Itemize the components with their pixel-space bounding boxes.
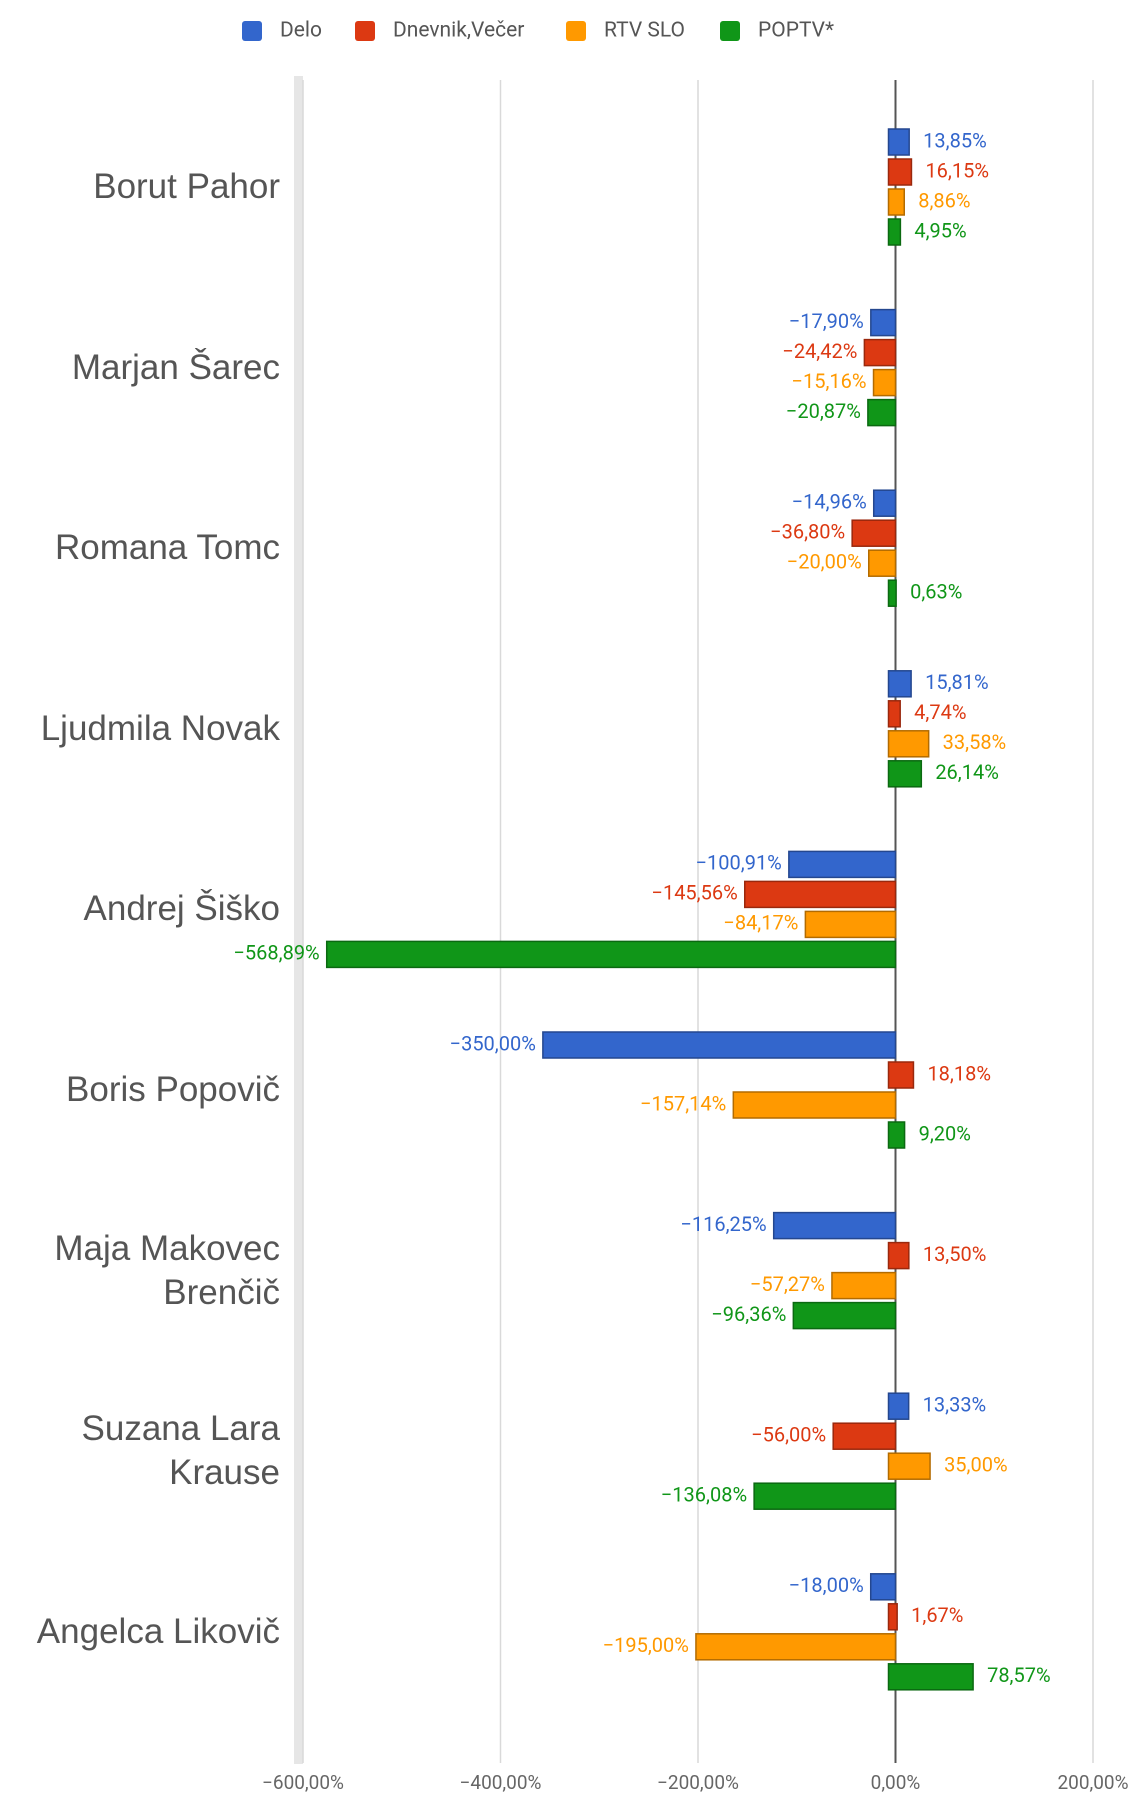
value-label: −195,00% — [603, 1633, 689, 1657]
value-label: 33,58% — [943, 730, 1007, 754]
bar — [872, 489, 897, 517]
value-label: 13,33% — [923, 1392, 987, 1416]
category-label: Maja Makovec Brenčič — [54, 1228, 280, 1312]
bar — [887, 579, 897, 607]
value-label: 1,67% — [911, 1603, 963, 1627]
category-label: Borut Pahor — [93, 167, 280, 206]
bar — [325, 940, 897, 969]
value-label: −15,16% — [792, 369, 867, 393]
value-label: 35,00% — [944, 1452, 1008, 1476]
category-label: Boris Popovič — [66, 1070, 280, 1109]
value-label: −18,00% — [789, 1573, 864, 1597]
legend-swatch — [720, 21, 740, 41]
bar — [887, 1061, 915, 1089]
value-label: 16,15% — [925, 158, 989, 182]
bar — [851, 519, 897, 547]
bar — [887, 1241, 910, 1270]
legend-label: Delo — [280, 19, 322, 43]
x-tick-label: −200,00% — [657, 1771, 739, 1794]
bar — [887, 188, 905, 216]
value-label: −157,14% — [640, 1091, 726, 1115]
category-label: Suzana Lara Krause — [81, 1409, 280, 1493]
value-label: −14,96% — [792, 489, 867, 513]
bar — [887, 730, 930, 758]
value-label: 8,86% — [918, 188, 970, 212]
value-label: −20,00% — [787, 549, 862, 573]
bar — [887, 1121, 906, 1149]
value-label: 78,57% — [987, 1663, 1051, 1687]
legend-swatch — [355, 21, 375, 41]
value-label: −84,17% — [723, 911, 798, 935]
value-label: 9,20% — [919, 1121, 971, 1145]
value-label: 13,85% — [923, 128, 987, 152]
bar — [887, 218, 902, 246]
value-label: −145,56% — [652, 881, 738, 905]
value-label: 4,74% — [914, 700, 966, 724]
legend-swatch — [242, 21, 262, 41]
value-label: −56,00% — [751, 1422, 826, 1446]
x-tick-label: 0,00% — [871, 1771, 921, 1794]
value-label: −17,90% — [789, 309, 864, 333]
bar — [870, 308, 897, 337]
category-label: Ljudmila Novak — [40, 708, 280, 748]
value-label: 26,14% — [935, 760, 999, 784]
bar — [831, 1271, 897, 1300]
bar — [887, 700, 901, 728]
category-label: Angelca Likovič — [36, 1611, 280, 1651]
bar — [887, 1663, 974, 1691]
bar — [863, 338, 897, 367]
bar — [872, 368, 897, 397]
category-label: Romana Tomc — [54, 528, 280, 568]
value-label: −116,25% — [680, 1212, 766, 1236]
value-label: 15,81% — [925, 670, 989, 694]
value-label: −20,87% — [786, 399, 861, 423]
value-label: −24,42% — [782, 339, 857, 363]
value-label: −136,08% — [661, 1482, 747, 1506]
value-label: −350,00% — [450, 1031, 536, 1055]
bar — [788, 850, 897, 879]
value-label: −57,27% — [750, 1272, 825, 1296]
value-label: −568,89% — [233, 941, 319, 965]
bar — [804, 910, 897, 939]
x-tick-label: −600,00% — [262, 1771, 344, 1794]
chart-wall — [294, 76, 303, 1764]
value-label: −36,80% — [770, 519, 845, 543]
value-label: 4,95% — [914, 218, 966, 242]
value-label: 0,63% — [910, 579, 962, 603]
bar — [887, 1603, 898, 1631]
bar — [887, 158, 913, 186]
bar — [887, 760, 923, 788]
category-label: Marjan Šarec — [71, 347, 280, 387]
value-label: 18,18% — [927, 1061, 991, 1085]
legend-label: POPTV* — [758, 19, 834, 43]
bar — [792, 1301, 897, 1330]
bar — [887, 670, 912, 698]
bar — [869, 1573, 897, 1601]
value-label: −96,36% — [711, 1302, 786, 1326]
value-label: −100,91% — [696, 851, 782, 875]
bar — [887, 1452, 931, 1480]
value-label: 13,50% — [923, 1242, 987, 1266]
bar — [753, 1482, 897, 1510]
legend-swatch — [566, 21, 586, 41]
bar — [832, 1422, 897, 1450]
bar — [732, 1091, 897, 1119]
bar — [695, 1633, 897, 1661]
bar — [887, 128, 910, 156]
x-tick-label: −400,00% — [460, 1771, 542, 1794]
legend-label: Dnevnik,Večer — [393, 19, 524, 43]
bar — [867, 398, 897, 427]
legend-label: RTV SLO — [604, 19, 685, 43]
bar — [542, 1031, 897, 1059]
category-label: Andrej Šiško — [83, 889, 280, 929]
bar — [772, 1211, 897, 1240]
bar — [744, 880, 897, 909]
bar — [868, 549, 897, 577]
bar — [887, 1392, 910, 1420]
x-tick-label: 200,00% — [1057, 1771, 1128, 1794]
